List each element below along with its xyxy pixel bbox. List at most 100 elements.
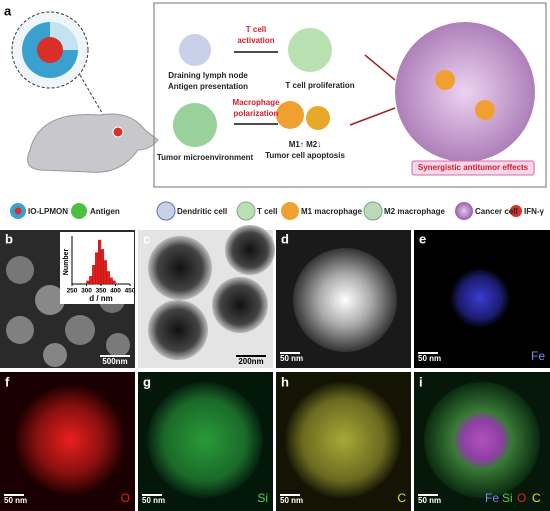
legend-label: M2 macrophage bbox=[384, 207, 445, 216]
label: Draining lymph node bbox=[168, 71, 248, 80]
element-label: O bbox=[517, 491, 526, 505]
particle bbox=[293, 248, 397, 352]
scale-bar bbox=[418, 352, 438, 354]
panel-letter: g bbox=[143, 374, 151, 389]
histogram-bar bbox=[106, 271, 110, 285]
panel-letter: a bbox=[4, 3, 12, 18]
legend-label: Dendritic cell bbox=[177, 207, 227, 216]
scale-bar bbox=[100, 355, 130, 357]
scale-label: 50 nm bbox=[142, 496, 165, 505]
scale-label: 200nm bbox=[238, 357, 263, 366]
scale-bar bbox=[280, 352, 300, 354]
label: M1↑ M2↓ bbox=[289, 140, 321, 149]
scale-bar bbox=[4, 494, 24, 496]
particle bbox=[43, 343, 67, 367]
element-label: C bbox=[532, 491, 541, 505]
particle bbox=[6, 256, 34, 284]
legend-icon bbox=[236, 201, 256, 221]
o-signal bbox=[15, 385, 125, 495]
histogram: 250 300 350 400 450 d / nm Number bbox=[63, 236, 136, 303]
scale-bar bbox=[142, 494, 162, 496]
histogram-bar bbox=[97, 239, 102, 285]
x-tick-label: 300 bbox=[81, 288, 92, 295]
particle bbox=[6, 316, 34, 344]
element-label: Fe bbox=[485, 491, 499, 505]
scale-bar bbox=[280, 494, 300, 496]
legend-icon bbox=[14, 207, 22, 215]
panel-letter: c bbox=[143, 231, 150, 246]
histogram-bar bbox=[109, 277, 113, 285]
label: Tumor microenvironment bbox=[157, 153, 254, 162]
label: Synergistic antitumor effects bbox=[418, 163, 529, 172]
core bbox=[37, 37, 63, 63]
panel-letter: b bbox=[5, 231, 13, 246]
m1-macrophage bbox=[475, 100, 495, 120]
histogram-bar bbox=[112, 280, 116, 285]
panel-b: 250 300 350 400 450 d / nm Number b 500nm bbox=[0, 230, 136, 368]
scale-label: 50 nm bbox=[280, 354, 303, 363]
legend-icon bbox=[510, 205, 522, 217]
legend-icon bbox=[156, 201, 176, 221]
panel-letter: i bbox=[419, 374, 423, 389]
label: polarization bbox=[234, 109, 279, 118]
y-axis-label: Number bbox=[63, 249, 70, 276]
particle bbox=[35, 285, 65, 315]
tumor bbox=[395, 22, 535, 162]
element-label: Si bbox=[257, 491, 268, 505]
arrow bbox=[349, 107, 396, 126]
particle bbox=[106, 333, 130, 357]
particle bbox=[212, 277, 268, 333]
panel-e: e 50 nm Fe bbox=[414, 230, 550, 368]
panel-f: f 50 nm O bbox=[0, 372, 135, 511]
synergy-box bbox=[411, 160, 535, 176]
x-tick-label: 250 bbox=[67, 288, 78, 295]
scale-bar bbox=[236, 355, 266, 357]
scale-label: 50 nm bbox=[418, 354, 441, 363]
m1-macrophage bbox=[276, 101, 304, 129]
particle bbox=[225, 225, 275, 275]
histogram-bar bbox=[95, 252, 99, 285]
legend: IO-LPMON Antigen Dendritic cell T cell M… bbox=[10, 201, 545, 221]
panel-i: i 50 nm Fe Si O C bbox=[414, 372, 550, 511]
panel-letter: e bbox=[419, 231, 426, 246]
scale-label: 500nm bbox=[102, 357, 127, 366]
m1-macrophage bbox=[306, 106, 330, 130]
label: T cell bbox=[246, 25, 266, 34]
label: activation bbox=[237, 36, 274, 45]
element-label: Fe bbox=[531, 349, 545, 363]
particle bbox=[148, 300, 208, 360]
scale-label: 50 nm bbox=[4, 496, 27, 505]
label: Tumor cell apoptosis bbox=[265, 151, 345, 160]
fe-signal bbox=[450, 268, 510, 328]
m1-macrophage bbox=[435, 70, 455, 90]
panel-d: d 50 nm bbox=[276, 230, 411, 368]
mouse bbox=[27, 113, 159, 173]
element-label: C bbox=[397, 491, 406, 505]
panel-letter: f bbox=[5, 374, 10, 389]
legend-label: T cell bbox=[257, 207, 277, 216]
dendritic-cell bbox=[179, 34, 211, 66]
t-cell-cluster bbox=[288, 28, 332, 72]
label: T cell proliferation bbox=[285, 81, 354, 90]
panel-letter: h bbox=[281, 374, 289, 389]
histogram-bar bbox=[103, 260, 107, 285]
legend-label: Cancer cell bbox=[475, 207, 518, 216]
legend-icon bbox=[455, 202, 473, 220]
particle bbox=[65, 315, 95, 345]
x-axis-label: d / nm bbox=[89, 294, 113, 303]
mechanism-box bbox=[153, 2, 547, 188]
panel-a: a T cell activation Draining lymph node … bbox=[4, 2, 547, 188]
histogram-bar bbox=[86, 280, 90, 285]
tumor-cells bbox=[173, 103, 217, 147]
label: Antigen presentation bbox=[168, 82, 248, 91]
x-tick-label: 450 bbox=[125, 288, 136, 295]
arrow bbox=[364, 54, 396, 81]
particle bbox=[148, 236, 212, 300]
panel-letter: d bbox=[281, 231, 289, 246]
x-tick-label: 400 bbox=[110, 288, 121, 295]
panel-c: c 200nm bbox=[138, 225, 275, 368]
x-tick-label: 350 bbox=[96, 288, 107, 295]
panel-g: g 50 nm Si bbox=[138, 372, 273, 511]
label: Macrophage bbox=[232, 98, 280, 107]
